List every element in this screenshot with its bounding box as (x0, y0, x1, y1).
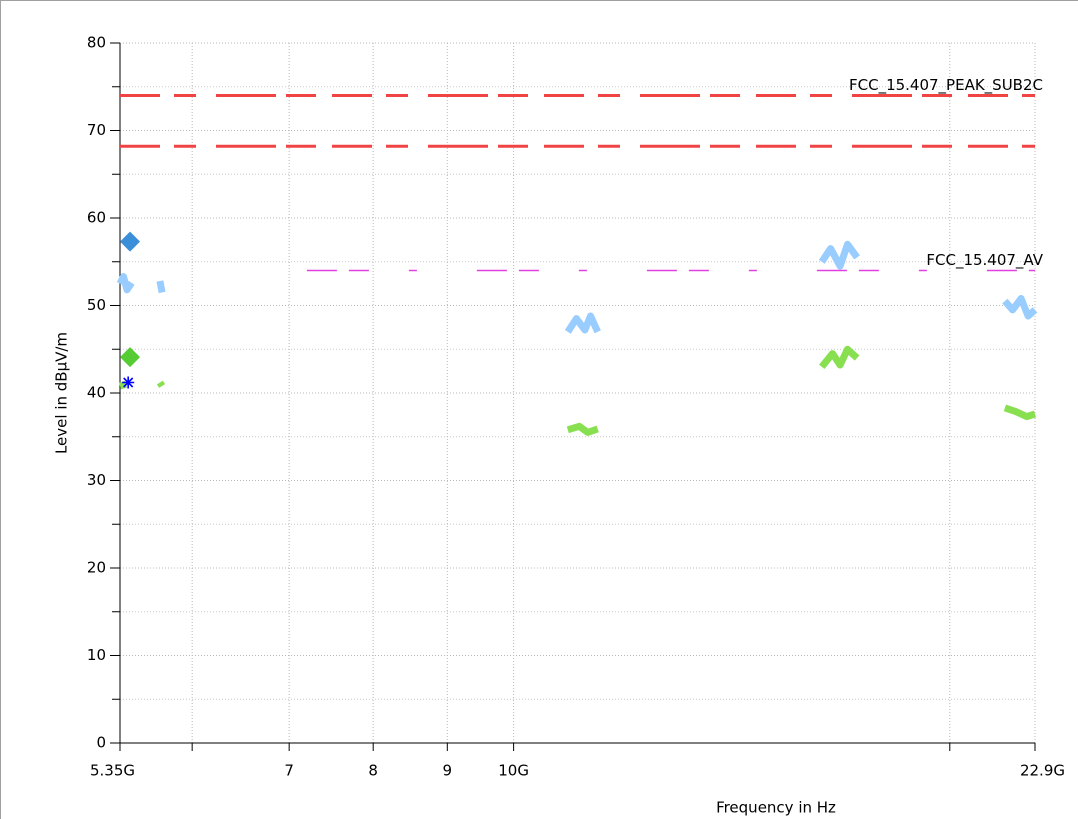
y-tick-label: 60 (87, 209, 106, 227)
trace (156, 280, 166, 294)
limit-label: FCC_15.407_AV (926, 251, 1043, 270)
y-tick-label: 40 (87, 384, 106, 402)
y-tick-label: 80 (87, 34, 106, 52)
trace (156, 380, 166, 388)
trace (564, 312, 601, 334)
x-tick-label: 22.9G (1020, 762, 1065, 780)
y-tick-label: 0 (96, 734, 106, 752)
y-tick-label: 10 (87, 646, 106, 664)
x-tick-label: 8 (368, 762, 378, 780)
y-axis-label: Level in dBµV/m (53, 332, 71, 454)
y-tick-label: 50 (87, 296, 106, 314)
trace (1003, 404, 1037, 421)
trace (819, 345, 860, 370)
x-axis-label: Frequency in Hz (716, 799, 836, 817)
marker-diamond (120, 347, 141, 368)
y-tick-label: 70 (87, 121, 106, 139)
x-tick-label: 10G (498, 762, 529, 780)
trace (1002, 295, 1038, 320)
marker-diamond (120, 231, 141, 252)
x-tick-label: 9 (443, 762, 453, 780)
trace (116, 273, 135, 294)
trace (119, 380, 127, 390)
x-tick-label: 5.35G (90, 762, 135, 780)
limit-label: FCC_15.407_PEAK_SUB2C (849, 76, 1043, 95)
y-tick-label: 20 (87, 559, 106, 577)
marker-asterisk (122, 376, 135, 389)
x-tick-label: 7 (284, 762, 294, 780)
trace (818, 240, 860, 270)
trace (566, 422, 599, 436)
y-tick-label: 30 (87, 471, 106, 489)
